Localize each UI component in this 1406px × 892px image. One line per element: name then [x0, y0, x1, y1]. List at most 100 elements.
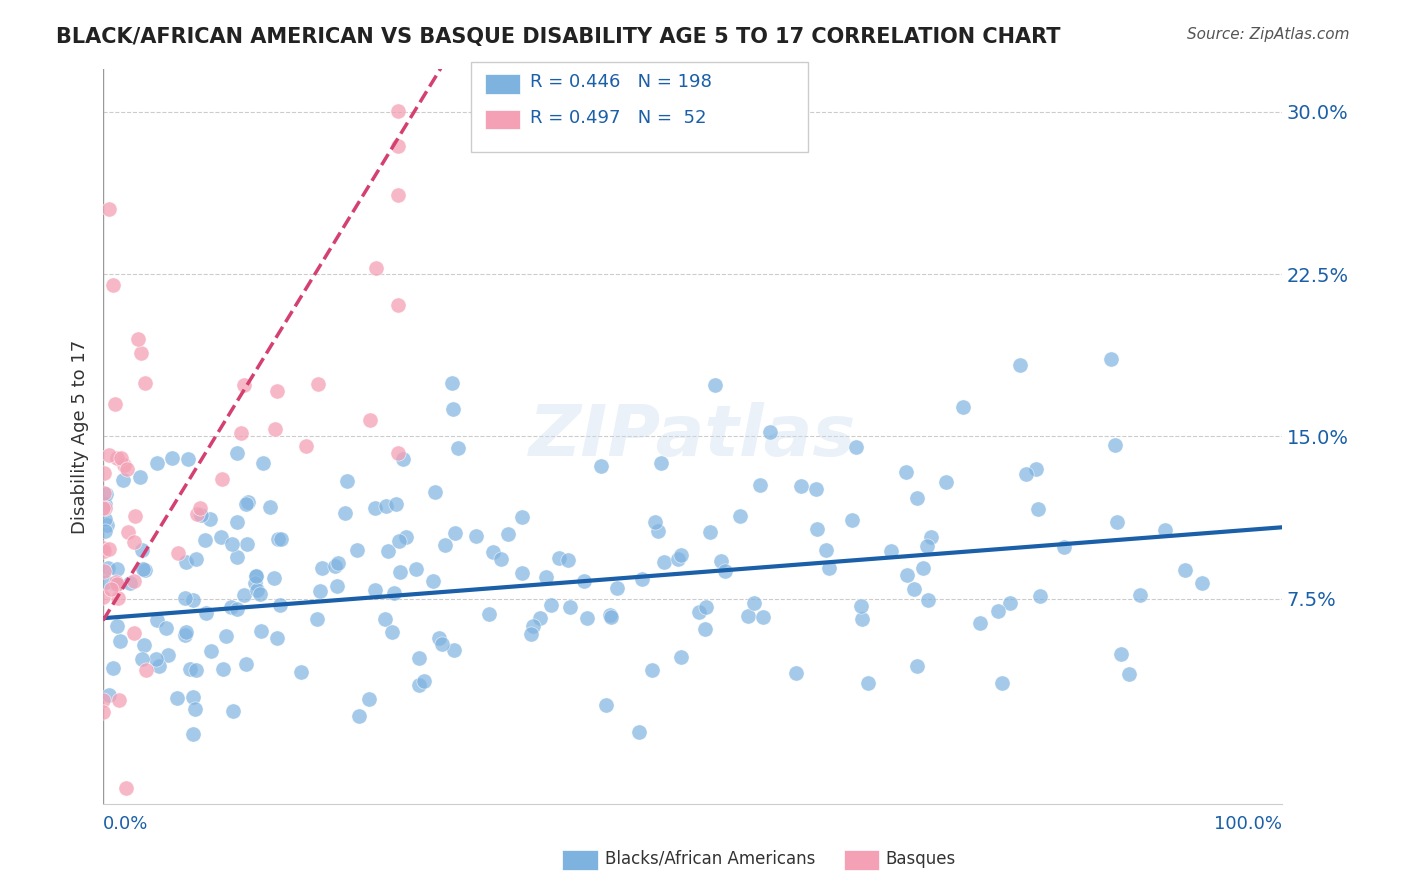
Point	[186, 664, 208, 678]
Point	[1053, 541, 1076, 555]
Point	[160, 451, 183, 466]
Point	[263, 571, 285, 585]
Point	[270, 532, 292, 546]
Point	[444, 525, 467, 540]
Point	[845, 440, 868, 454]
Text: Source: ZipAtlas.com: Source: ZipAtlas.com	[1187, 27, 1350, 42]
Point	[107, 591, 129, 606]
Point	[647, 524, 669, 538]
Point	[181, 727, 204, 741]
Point	[105, 618, 128, 632]
Point	[236, 495, 259, 509]
Point	[952, 400, 974, 414]
Point	[558, 599, 581, 614]
Point	[359, 692, 381, 706]
Point	[194, 533, 217, 548]
Point	[105, 451, 128, 466]
Point	[181, 690, 204, 704]
Point	[148, 658, 170, 673]
Point	[671, 650, 693, 665]
Point	[97, 560, 120, 574]
Point	[364, 501, 387, 516]
Point	[920, 530, 942, 544]
Point	[759, 425, 782, 440]
Point	[93, 564, 115, 578]
Point	[434, 538, 457, 552]
Point	[249, 624, 271, 638]
Point	[903, 582, 925, 596]
Point	[489, 551, 512, 566]
Point	[905, 658, 928, 673]
Point	[335, 506, 357, 520]
Point	[695, 622, 717, 636]
Point	[235, 537, 257, 551]
Point	[387, 104, 409, 119]
Point	[841, 513, 863, 527]
Point	[806, 522, 828, 536]
Point	[226, 445, 249, 459]
Text: Blacks/African Americans: Blacks/African Americans	[605, 850, 815, 868]
Point	[245, 569, 267, 583]
Point	[441, 401, 464, 416]
Point	[114, 780, 136, 795]
Point	[1026, 501, 1049, 516]
Point	[510, 510, 533, 524]
Point	[308, 377, 330, 392]
Point	[710, 554, 733, 568]
Text: 0.0%: 0.0%	[103, 815, 149, 833]
Point	[522, 619, 544, 633]
Text: R = 0.446   N = 198: R = 0.446 N = 198	[530, 73, 711, 91]
Point	[112, 474, 135, 488]
Point	[98, 689, 121, 703]
Point	[225, 601, 247, 615]
Point	[105, 575, 128, 590]
Point	[742, 596, 765, 610]
Point	[177, 451, 200, 466]
Point	[122, 534, 145, 549]
Point	[423, 485, 446, 500]
Point	[408, 651, 430, 665]
Point	[599, 608, 621, 623]
Point	[131, 652, 153, 666]
Point	[326, 579, 349, 593]
Point	[101, 277, 124, 292]
Text: Basques: Basques	[886, 850, 956, 868]
Point	[184, 551, 207, 566]
Text: BLACK/AFRICAN AMERICAN VS BASQUE DISABILITY AGE 5 TO 17 CORRELATION CHART: BLACK/AFRICAN AMERICAN VS BASQUE DISABIL…	[56, 27, 1060, 46]
Point	[91, 693, 114, 707]
Point	[295, 440, 318, 454]
Point	[98, 448, 121, 462]
Point	[915, 539, 938, 553]
Point	[498, 527, 520, 541]
Point	[1029, 589, 1052, 603]
Point	[641, 664, 664, 678]
Point	[110, 451, 132, 466]
Y-axis label: Disability Age 5 to 17: Disability Age 5 to 17	[72, 339, 89, 533]
Point	[440, 376, 463, 391]
Point	[132, 562, 155, 576]
Point	[105, 562, 128, 576]
Point	[896, 568, 918, 582]
Point	[127, 808, 149, 822]
Point	[749, 478, 772, 492]
Point	[135, 663, 157, 677]
Point	[540, 599, 562, 613]
Point	[124, 508, 146, 523]
Point	[93, 486, 115, 500]
Point	[235, 497, 257, 511]
Point	[157, 648, 180, 662]
Point	[264, 422, 287, 436]
Point	[91, 541, 114, 556]
Point	[174, 555, 197, 569]
Point	[627, 724, 650, 739]
Point	[146, 456, 169, 470]
Point	[246, 582, 269, 597]
Point	[269, 598, 291, 612]
Point	[382, 585, 405, 599]
Point	[387, 138, 409, 153]
Point	[1105, 515, 1128, 529]
Point	[969, 616, 991, 631]
Point	[243, 576, 266, 591]
Point	[307, 612, 329, 626]
Point	[894, 465, 917, 479]
